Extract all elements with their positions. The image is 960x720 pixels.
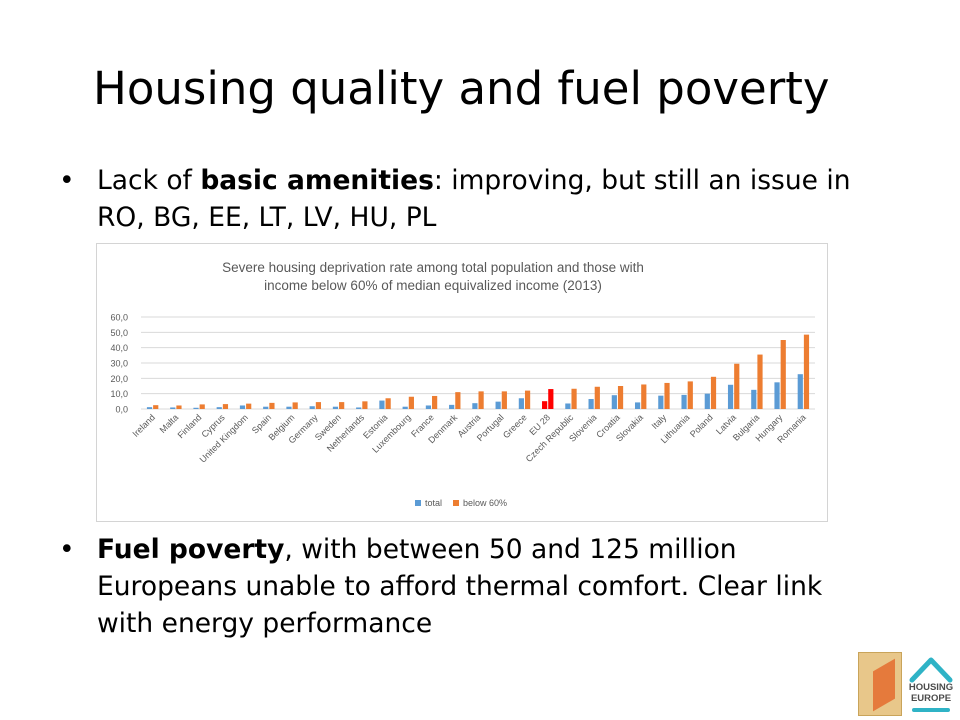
bullet-dot: • bbox=[59, 534, 75, 565]
bar-below-60 bbox=[315, 402, 322, 409]
legend-swatch-below bbox=[453, 500, 459, 506]
bar-total bbox=[472, 403, 478, 409]
bar-total bbox=[425, 405, 432, 409]
y-tick-label: 10,0 bbox=[110, 389, 128, 399]
bar-total bbox=[611, 395, 617, 409]
bullet-text-bold: Fuel poverty bbox=[97, 534, 285, 565]
bar-total bbox=[751, 389, 757, 409]
bar-total bbox=[518, 398, 524, 409]
bar-total bbox=[146, 407, 153, 409]
x-tick-label: Poland bbox=[688, 412, 715, 439]
x-tick-label: Greece bbox=[501, 412, 529, 440]
legend-label: below 60% bbox=[463, 498, 507, 508]
bar-below-60 bbox=[501, 391, 507, 409]
bar-below-60 bbox=[734, 363, 740, 409]
bar-total bbox=[495, 401, 501, 409]
bar-total bbox=[170, 407, 176, 409]
bar-total bbox=[193, 407, 199, 409]
bullet-dot: • bbox=[59, 165, 75, 196]
bar-below-60 bbox=[385, 398, 391, 409]
bar-below-60 bbox=[780, 340, 786, 409]
bullet-text-bold: basic amenities bbox=[200, 165, 434, 196]
chart-container: Severe housing deprivation rate among to… bbox=[96, 243, 828, 522]
bar-total bbox=[774, 382, 780, 409]
bar-chart: Severe housing deprivation rate among to… bbox=[110, 260, 815, 508]
house-icon bbox=[909, 657, 953, 712]
bar-total bbox=[356, 407, 362, 409]
bar-below-60 bbox=[478, 391, 484, 409]
bar-below-60 bbox=[455, 392, 461, 409]
bullet-text: Fuel poverty, with between 50 and 125 mi… bbox=[97, 531, 879, 642]
bar-total bbox=[332, 406, 339, 409]
housing-europe-logo: HOUSING EUROPE bbox=[858, 652, 958, 716]
bullet-text-plain: Lack of bbox=[97, 165, 201, 196]
legend-label: total bbox=[425, 498, 442, 508]
slide-title: Housing quality and fuel poverty bbox=[93, 62, 830, 115]
bar-total bbox=[239, 405, 246, 409]
bar-below-60 bbox=[339, 402, 345, 409]
logo-text-line: HOUSING bbox=[908, 682, 954, 693]
y-tick-label: 20,0 bbox=[110, 374, 128, 384]
bar-below-60 bbox=[176, 405, 182, 409]
bar-total bbox=[379, 400, 385, 409]
bar-total bbox=[309, 406, 315, 409]
bar-below-60 bbox=[687, 381, 693, 409]
bar-total bbox=[542, 401, 548, 409]
bullet-text: Lack of basic amenities: improving, but … bbox=[97, 162, 879, 236]
bar-total bbox=[681, 394, 687, 409]
bar-below-60 bbox=[757, 354, 763, 409]
x-tick-label: Finland bbox=[176, 412, 204, 440]
bar-below-60 bbox=[246, 403, 252, 409]
bar-total bbox=[658, 395, 664, 409]
bar-below-60 bbox=[524, 390, 531, 409]
bar-below-60 bbox=[362, 401, 368, 409]
bar-total bbox=[588, 399, 594, 409]
bar-total bbox=[216, 407, 222, 409]
bar-below-60 bbox=[408, 396, 414, 409]
bar-total bbox=[634, 402, 641, 409]
y-tick-label: 0,0 bbox=[115, 405, 128, 415]
bar-below-60 bbox=[432, 395, 438, 409]
bar-below-60 bbox=[803, 334, 810, 409]
bar-below-60 bbox=[199, 404, 205, 409]
y-tick-label: 60,0 bbox=[110, 313, 128, 323]
bar-below-60 bbox=[269, 402, 275, 409]
bar-below-60 bbox=[641, 384, 647, 409]
bar-total bbox=[286, 406, 292, 409]
bar-below-60 bbox=[710, 376, 717, 409]
bar-below-60 bbox=[548, 389, 554, 409]
book-cover-icon bbox=[858, 652, 902, 716]
y-tick-label: 30,0 bbox=[110, 359, 128, 369]
bar-total bbox=[727, 384, 734, 409]
bar-total bbox=[565, 403, 571, 409]
bar-below-60 bbox=[664, 382, 670, 409]
bar-total bbox=[797, 374, 803, 409]
bar-total bbox=[449, 404, 455, 409]
y-tick-label: 50,0 bbox=[110, 328, 128, 338]
bar-below-60 bbox=[594, 386, 600, 409]
x-tick-label: Italy bbox=[650, 412, 669, 431]
y-tick-label: 40,0 bbox=[110, 343, 128, 353]
bar-below-60 bbox=[222, 404, 229, 409]
x-tick-label: Ireland bbox=[130, 412, 157, 439]
bar-below-60 bbox=[617, 386, 624, 409]
bar-below-60 bbox=[153, 405, 159, 409]
bar-total bbox=[704, 393, 710, 409]
bullet-text-plain: : improving, but still an issue in RO, B… bbox=[97, 165, 851, 233]
chart-title: Severe housing deprivation rate among to… bbox=[222, 260, 644, 275]
bar-below-60 bbox=[571, 388, 577, 409]
bullet-text-plain: , with between 50 and 125 million Europe… bbox=[97, 534, 823, 639]
bullet-basic-amenities: • Lack of basic amenities: improving, bu… bbox=[59, 162, 879, 236]
bullet-fuel-poverty: • Fuel poverty, with between 50 and 125 … bbox=[59, 531, 879, 642]
logo-text: HOUSING EUROPE bbox=[906, 682, 956, 704]
legend-swatch-total bbox=[415, 500, 421, 506]
bar-below-60 bbox=[292, 402, 298, 409]
logo-text-line: EUROPE bbox=[910, 693, 952, 704]
bar-total bbox=[402, 406, 408, 409]
bar-total bbox=[263, 406, 269, 409]
chart-title: income below 60% of median equivalized i… bbox=[264, 278, 602, 293]
